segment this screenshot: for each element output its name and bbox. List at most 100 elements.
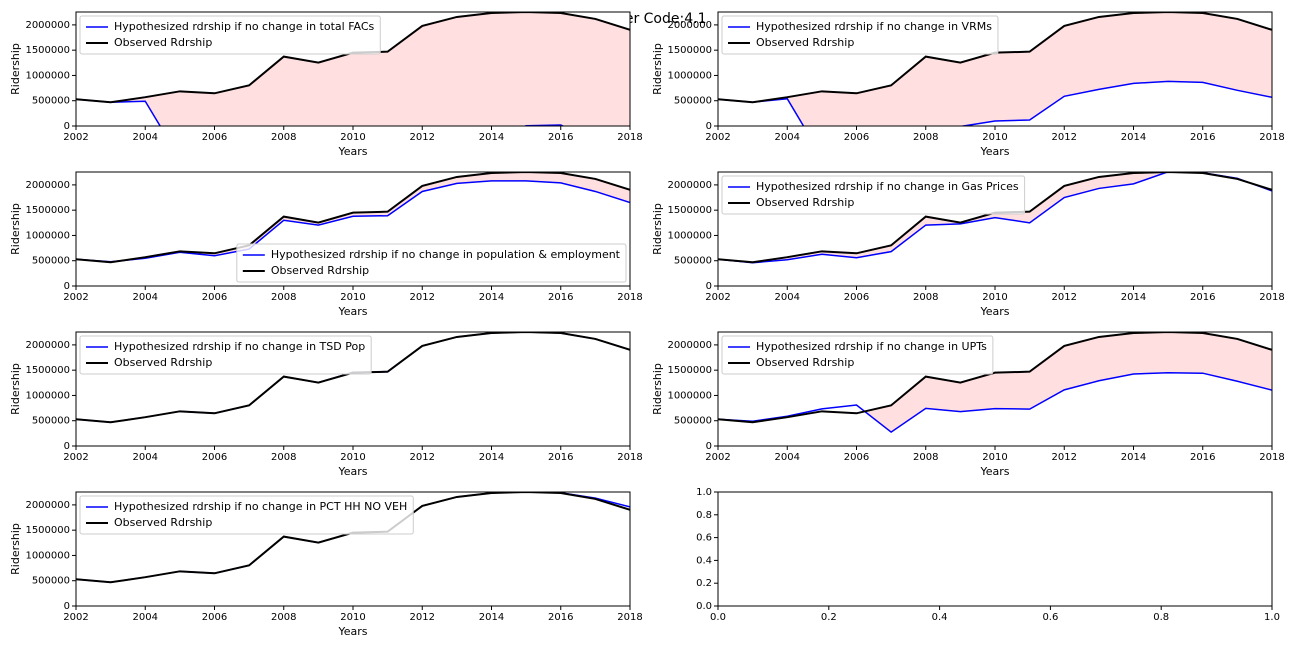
x-tick-label: 2008 [913, 132, 938, 143]
x-tick-label: 2016 [1190, 132, 1215, 143]
x-tick-label: 2002 [63, 452, 88, 463]
gap-fill [76, 172, 630, 263]
x-tick-label: 2006 [844, 132, 869, 143]
x-axis-label: Years [337, 465, 367, 478]
y-axis-label: Ridership [651, 363, 664, 415]
y-axis-label: Ridership [9, 523, 22, 575]
y-tick-label: 2000000 [667, 20, 712, 31]
x-tick-label: 2016 [548, 452, 573, 463]
x-tick-label: 2010 [340, 612, 365, 623]
x-axis-label: Years [979, 465, 1009, 478]
axes-frame [717, 331, 1273, 447]
y-tick-label: 2000000 [25, 340, 70, 351]
x-tick-label: 0.8 [1153, 612, 1169, 623]
x-tick-label: 2014 [479, 452, 504, 463]
legend-label: Observed Rdrship [756, 356, 854, 369]
y-tick-label: 0.0 [696, 601, 712, 612]
x-tick-label: 2002 [705, 132, 730, 143]
legend-box [721, 335, 994, 375]
legend: Hypothesized rdrship if no change in Gas… [721, 175, 1026, 215]
y-tick-label: 1500000 [25, 45, 70, 56]
x-tick-label: 2016 [1190, 452, 1215, 463]
x-tick-label: 2004 [133, 612, 158, 623]
x-tick-label: 2002 [63, 132, 88, 143]
y-tick-label: 1000000 [667, 230, 712, 241]
legend-box [236, 243, 627, 283]
x-tick-label: 2008 [271, 132, 296, 143]
y-axis-label: Ridership [9, 363, 22, 415]
x-axis-label: Years [337, 305, 367, 318]
y-tick-label: 500000 [674, 96, 712, 107]
x-tick-label: 2014 [1121, 292, 1146, 303]
x-tick-label: 2006 [844, 292, 869, 303]
y-tick-label: 1500000 [667, 365, 712, 376]
y-tick-label: 500000 [32, 576, 70, 587]
y-tick-label: 2000000 [25, 20, 70, 31]
subplot: 2002 2004 2006 2008 2010 2012 2014 2016 2018 0 500… [651, 171, 1285, 318]
x-tick-label: 2016 [548, 132, 573, 143]
x-tick-label: 0.4 [932, 612, 948, 623]
legend: Hypothesized rdrship if no change in PCT… [79, 495, 414, 535]
x-tick-label: 2012 [410, 292, 435, 303]
x-axis-label: Years [979, 305, 1009, 318]
y-axis-label: Ridership [9, 43, 22, 95]
subplot: 2002 2004 2006 2008 2010 2012 2014 2016 2018 0 500… [9, 331, 643, 478]
legend-label: Observed Rdrship [271, 264, 369, 277]
legend-label: Observed Rdrship [114, 516, 212, 529]
axes-frame [717, 11, 1273, 127]
legend-box [721, 175, 1026, 215]
x-tick-label: 2012 [410, 612, 435, 623]
y-tick-label: 2000000 [667, 340, 712, 351]
x-tick-label: 2008 [271, 452, 296, 463]
legend-label: Hypothesized rdrship if no change in tot… [114, 20, 375, 33]
x-tick-label: 2018 [1259, 132, 1284, 143]
x-tick-label: 2004 [133, 292, 158, 303]
x-tick-label: 2010 [340, 132, 365, 143]
x-tick-label: 2012 [1052, 132, 1077, 143]
axes-frame [75, 11, 631, 127]
y-tick-label: 1500000 [25, 205, 70, 216]
subplot: 2002 2004 2006 2008 2010 2012 2014 2016 2018 0 500… [651, 331, 1285, 478]
legend-label: Hypothesized rdrship if no change in Gas… [756, 180, 1019, 193]
legend: Hypothesized rdrship if no change in tot… [79, 15, 381, 55]
x-tick-label: 2012 [410, 452, 435, 463]
legend-label: Hypothesized rdrship if no change in VRM… [756, 20, 992, 33]
x-tick-label: 2016 [548, 292, 573, 303]
y-tick-label: 0 [706, 121, 712, 132]
x-tick-label: 2004 [775, 132, 800, 143]
x-tick-label: 2016 [548, 612, 573, 623]
x-tick-label: 2010 [340, 292, 365, 303]
y-tick-label: 0.6 [696, 533, 712, 544]
y-axis-label: Ridership [651, 203, 664, 255]
y-tick-label: 0 [64, 601, 70, 612]
x-tick-label: 2004 [133, 452, 158, 463]
x-tick-label: 2012 [1052, 452, 1077, 463]
x-tick-label: 2010 [982, 452, 1007, 463]
y-axis-label: Ridership [651, 43, 664, 95]
x-tick-label: 2008 [913, 452, 938, 463]
legend-box [79, 495, 414, 535]
series-line [76, 98, 565, 126]
x-tick-label: 0.2 [821, 612, 837, 623]
legend: Hypothesized rdrship if no change in UPT… [721, 335, 994, 375]
axes-frame [75, 491, 631, 607]
x-tick-label: 2014 [479, 612, 504, 623]
x-tick-label: 0.0 [710, 612, 726, 623]
x-tick-label: 2016 [1190, 292, 1215, 303]
x-tick-label: 2002 [705, 292, 730, 303]
x-tick-label: 2006 [844, 452, 869, 463]
subplot: 2002 2004 2006 2008 2010 2012 2014 2016 2018 0 500… [651, 11, 1285, 158]
x-tick-label: 2014 [479, 132, 504, 143]
legend-label: Hypothesized rdrship if no change in UPT… [756, 340, 987, 353]
y-tick-label: 1000000 [25, 70, 70, 81]
axes-frame [75, 331, 631, 447]
legend-label: Hypothesized rdrship if no change in PCT… [114, 500, 407, 513]
x-tick-label: 2008 [271, 292, 296, 303]
y-axis-label: Ridership [9, 203, 22, 255]
legend-label: Hypothesized rdrship if no change in TSD… [114, 340, 365, 353]
x-tick-label: 2002 [705, 452, 730, 463]
legend-box [79, 15, 381, 55]
x-tick-label: 2018 [617, 132, 642, 143]
y-tick-label: 1000000 [25, 230, 70, 241]
